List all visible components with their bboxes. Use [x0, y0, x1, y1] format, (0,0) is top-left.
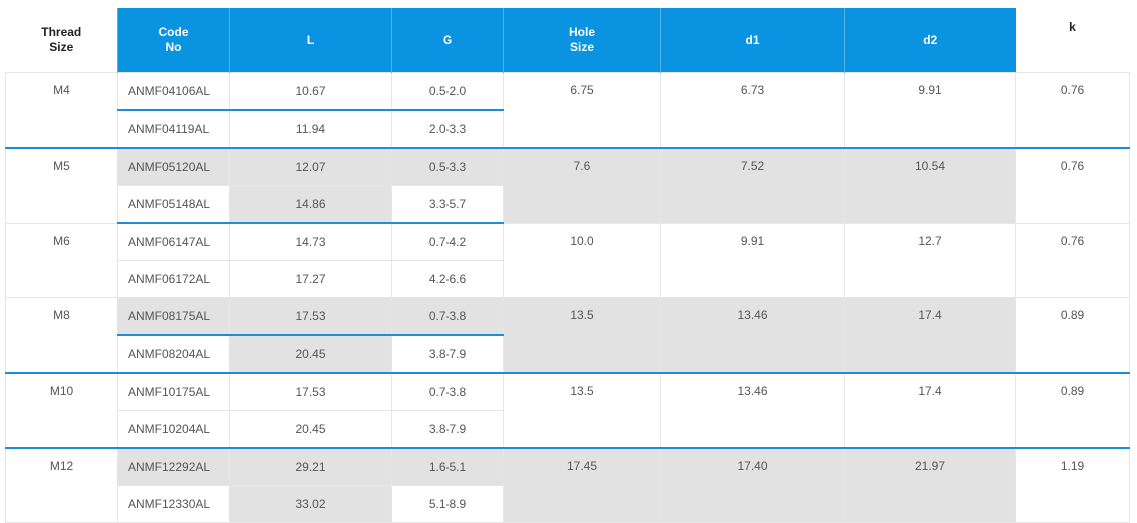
header-row: Thread Size Code No L G Hole Size d1 d2 … [5, 8, 1130, 73]
grip-cell: 5.1-8.9 [391, 485, 504, 523]
code-cell: ANMF08204AL [117, 334, 230, 374]
code-cell: ANMF10175AL [117, 372, 230, 411]
grip-cell: 3.3-5.7 [391, 185, 504, 224]
d1-cell: 13.46 [660, 297, 845, 374]
length-cell: 17.27 [229, 260, 392, 298]
header-k-label: k [1069, 20, 1076, 34]
d1-cell: 9.91 [660, 222, 845, 298]
length-cell: 14.86 [229, 185, 392, 224]
grip-cell: 0.5-2.0 [391, 72, 504, 111]
spec-table-container: Thread Size Code No L G Hole Size d1 d2 … [5, 8, 1130, 523]
header-hole-size-label: Hole Size [568, 25, 595, 54]
hole-size-cell: 6.75 [503, 72, 661, 149]
code-cell: ANMF05148AL [117, 185, 230, 224]
header-hole-size: Hole Size [503, 8, 661, 73]
table-row: ANMF10204AL 20.45 3.8-7.9 [6, 410, 1130, 449]
table-row: M4 ANMF04106AL 10.67 0.5-2.0 6.75 6.73 9… [5, 72, 1130, 149]
length-cell: 11.94 [229, 109, 392, 149]
code-cell: ANMF12292AL [117, 447, 230, 486]
code-cell: ANMF06172AL [117, 260, 230, 298]
table-row: ANMF08204AL 20.45 3.8-7.9 [6, 334, 1130, 374]
header-d1: d1 [660, 8, 845, 73]
k-cell: 1.19 [1015, 447, 1130, 523]
k-cell: 0.76 [1015, 147, 1130, 224]
d2-cell: 9.91 [844, 72, 1016, 149]
length-cell: 20.45 [229, 334, 392, 374]
header-d2-label: d2 [923, 32, 938, 47]
header-thread-size-label: Thread Size [41, 25, 82, 54]
thread-size-cell: M4 [5, 72, 118, 149]
k-cell: 0.76 [1015, 222, 1130, 298]
table-row: ANMF04119AL 11.94 2.0-3.3 [6, 109, 1130, 149]
length-cell: 17.53 [229, 297, 392, 336]
hole-size-cell: 13.5 [503, 297, 661, 374]
header-g: G [391, 8, 504, 73]
length-cell: 17.53 [229, 372, 392, 411]
header-code-no-label: Code No [158, 25, 189, 54]
grip-cell: 3.8-7.9 [391, 334, 504, 374]
hole-size-cell: 13.5 [503, 372, 661, 449]
k-cell: 0.76 [1015, 72, 1130, 149]
d1-cell: 6.73 [660, 72, 845, 149]
table-row: M5 ANMF05120AL 12.07 0.5-3.3 7.6 7.52 10… [5, 147, 1130, 224]
thread-size-cell: M5 [5, 147, 118, 224]
grip-cell: 0.5-3.3 [391, 147, 504, 186]
d2-cell: 17.4 [844, 297, 1016, 374]
table-row: ANMF06172AL 17.27 4.2-6.6 [6, 260, 1130, 298]
header-code-no: Code No [117, 8, 230, 73]
code-cell: ANMF08175AL [117, 297, 230, 336]
thread-size-cell: M6 [5, 222, 118, 298]
k-cell: 0.89 [1015, 372, 1130, 449]
length-cell: 29.21 [229, 447, 392, 486]
d2-cell: 12.7 [844, 222, 1016, 298]
table-row: M6 ANMF06147AL 14.73 0.7-4.2 10.0 9.91 1… [5, 222, 1130, 298]
table-header: Thread Size Code No L G Hole Size d1 d2 … [5, 8, 1130, 73]
thread-spec-table: Thread Size Code No L G Hole Size d1 d2 … [5, 8, 1130, 523]
length-cell: 12.07 [229, 147, 392, 186]
table-row: M12 ANMF12292AL 29.21 1.6-5.1 17.45 17.4… [5, 447, 1130, 523]
hole-size-cell: 7.6 [503, 147, 661, 224]
d1-cell: 13.46 [660, 372, 845, 449]
d2-cell: 21.97 [844, 447, 1016, 523]
grip-cell: 0.7-3.8 [391, 297, 504, 336]
grip-cell: 0.7-4.2 [391, 222, 504, 261]
code-cell: ANMF10204AL [117, 410, 230, 449]
d2-cell: 17.4 [844, 372, 1016, 449]
length-cell: 20.45 [229, 410, 392, 449]
grip-cell: 0.7-3.8 [391, 372, 504, 411]
hole-size-cell: 10.0 [503, 222, 661, 298]
thread-size-cell: M10 [5, 372, 118, 449]
header-d1-label: d1 [745, 32, 760, 47]
d2-cell: 10.54 [844, 147, 1016, 224]
length-cell: 33.02 [229, 485, 392, 523]
code-cell: ANMF04119AL [117, 109, 230, 149]
table-body: M4 ANMF04106AL 10.67 0.5-2.0 6.75 6.73 9… [5, 72, 1130, 523]
table-row: ANMF05148AL 14.86 3.3-5.7 [6, 185, 1130, 224]
thread-size-cell: M12 [5, 447, 118, 523]
length-cell: 10.67 [229, 72, 392, 111]
header-l: L [229, 8, 392, 73]
d1-cell: 7.52 [660, 147, 845, 224]
header-thread-size: Thread Size [5, 8, 118, 73]
table-row: M8 ANMF08175AL 17.53 0.7-3.8 13.5 13.46 … [5, 297, 1130, 374]
header-d2: d2 [844, 8, 1016, 73]
code-cell: ANMF04106AL [117, 72, 230, 111]
k-cell: 0.89 [1015, 297, 1130, 374]
hole-size-cell: 17.45 [503, 447, 661, 523]
header-g-label: G [442, 32, 453, 47]
grip-cell: 1.6-5.1 [391, 447, 504, 486]
table-row: M10 ANMF10175AL 17.53 0.7-3.8 13.5 13.46… [5, 372, 1130, 449]
header-l-label: L [306, 32, 315, 47]
grip-cell: 4.2-6.6 [391, 260, 504, 298]
length-cell: 14.73 [229, 222, 392, 261]
d1-cell: 17.40 [660, 447, 845, 523]
grip-cell: 2.0-3.3 [391, 109, 504, 149]
code-cell: ANMF05120AL [117, 147, 230, 186]
header-k: k [1015, 8, 1130, 73]
grip-cell: 3.8-7.9 [391, 410, 504, 449]
code-cell: ANMF12330AL [117, 485, 230, 523]
thread-size-cell: M8 [5, 297, 118, 374]
code-cell: ANMF06147AL [117, 222, 230, 261]
